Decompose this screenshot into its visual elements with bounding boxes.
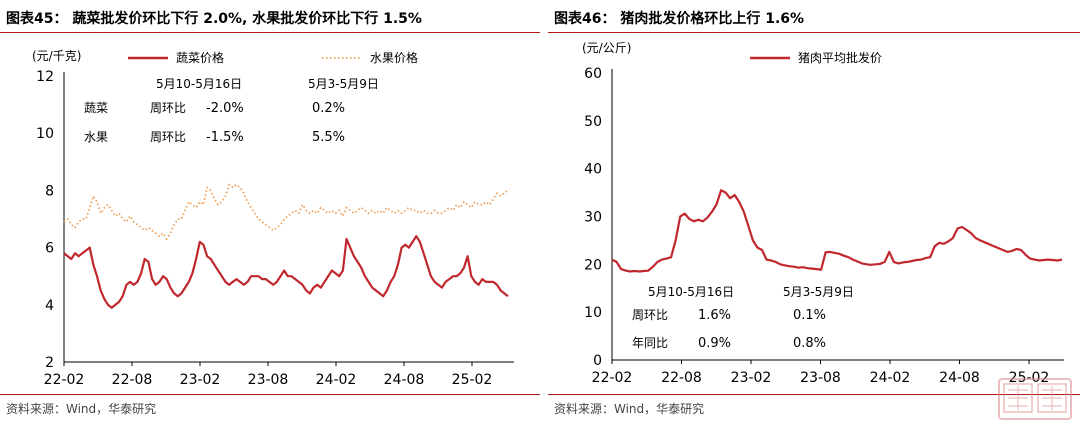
- pork-price-chart: (元/公斤) 0 10 20 30 40 50 60 22-02 22-08 23-02 23-08 2…: [582, 41, 1064, 386]
- chart-source: 资料来源：Wind，华泰研究: [554, 402, 705, 416]
- chart-source: 资料来源：Wind，华泰研究: [6, 402, 157, 416]
- y-tick-label: 20: [584, 257, 602, 273]
- table-value-previous: 5.5%: [312, 130, 345, 145]
- chart-title: 图表46： 猪肉批发价格环比上行 1.6%: [554, 11, 805, 27]
- y-tick-label: 10: [584, 305, 602, 321]
- x-tick-label: 22-08: [112, 372, 153, 388]
- vegetable-fruit-price-chart: (元/千克) 2 4 6 8 10 12 22-02 22-08 23-02 23-08 24-02 2…: [32, 49, 514, 388]
- x-tick-label: 23-02: [731, 370, 772, 386]
- y-axis-label: (元/千克): [32, 49, 81, 63]
- x-tick-label: 22-02: [592, 370, 633, 386]
- x-tick-label: 24-02: [316, 372, 357, 388]
- y-tick-label: 2: [45, 355, 54, 371]
- legend-label: 猪肉平均批发价: [798, 50, 882, 65]
- y-tick-label: 0: [593, 353, 602, 369]
- y-tick-label: 4: [45, 298, 54, 314]
- table-value-previous: 0.1%: [793, 308, 826, 323]
- table-value-current: -1.5%: [206, 130, 244, 145]
- y-tick-label: 8: [45, 183, 54, 199]
- table-value-current: -2.0%: [206, 101, 244, 116]
- y-axis-label: (元/公斤): [582, 41, 631, 55]
- y-tick-label: 60: [584, 66, 602, 82]
- table-row-metric: 周环比: [150, 130, 186, 144]
- series-line-primary: [611, 189, 1063, 273]
- table-value-previous: 0.8%: [793, 336, 826, 351]
- table-row-name: 蔬菜: [84, 101, 108, 115]
- table-row-metric: 周环比: [150, 101, 186, 115]
- y-tick-label: 30: [584, 210, 602, 226]
- table-header: 5月3-5月9日: [308, 77, 379, 91]
- chart-title: 图表45： 蔬菜批发价环比下行 2.0%, 水果批发价环比下行 1.5%: [6, 11, 422, 27]
- x-tick-label: 22-08: [661, 370, 702, 386]
- legend-label: 蔬菜价格: [176, 50, 224, 65]
- table-row-name: 水果: [84, 130, 108, 144]
- chart-panel-vegetable-fruit: 图表45： 蔬菜批发价环比下行 2.0%, 水果批发价环比下行 1.5% (元/…: [0, 11, 540, 416]
- source-divider: [548, 394, 1080, 395]
- table-header: 5月10-5月16日: [648, 285, 734, 299]
- table-header: 5月3-5月9日: [783, 285, 854, 299]
- x-tick-label: 24-02: [870, 370, 911, 386]
- table-header: 5月10-5月16日: [156, 77, 242, 91]
- series-line-secondary: [63, 183, 509, 240]
- x-tick-label: 24-08: [384, 372, 425, 388]
- table-value-current: 0.9%: [698, 336, 731, 351]
- x-tick-label: 23-08: [800, 370, 841, 386]
- y-tick-label: 50: [584, 114, 602, 130]
- table-value-current: 1.6%: [698, 308, 731, 323]
- table-row-metric: 年同比: [632, 336, 668, 350]
- source-divider: [0, 394, 540, 395]
- y-tick-label: 6: [45, 241, 54, 257]
- table-value-previous: 0.2%: [312, 101, 345, 116]
- legend-label: 水果价格: [370, 50, 418, 65]
- chart-panel-pork: 图表46： 猪肉批发价格环比上行 1.6% (元/公斤) 0 10 20 30 40 50 6…: [548, 0, 1080, 426]
- x-tick-label: 25-02: [452, 372, 493, 388]
- title-divider: [548, 32, 1080, 33]
- y-tick-label: 40: [584, 162, 602, 178]
- x-tick-label: 22-02: [44, 372, 85, 388]
- x-tick-label: 24-08: [939, 370, 980, 386]
- y-tick-label: 10: [36, 126, 54, 142]
- series-line-primary: [63, 235, 509, 309]
- title-divider: [0, 32, 540, 33]
- y-tick-label: 12: [36, 69, 54, 85]
- x-tick-label: 23-02: [180, 372, 221, 388]
- x-tick-label: 23-08: [248, 372, 289, 388]
- table-row-metric: 周环比: [632, 308, 668, 322]
- publisher-stamp-logo: [998, 378, 1072, 420]
